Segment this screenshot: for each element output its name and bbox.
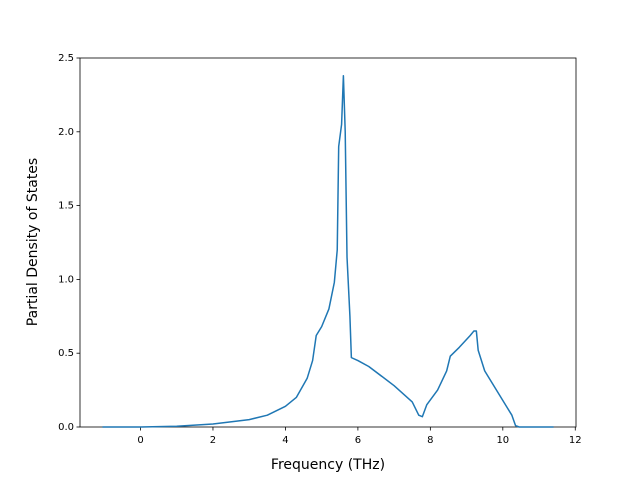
x-tick-label: 10 [496, 435, 509, 446]
y-tick-label: 1.5 [58, 201, 74, 212]
x-tick-label: 8 [427, 435, 433, 446]
x-axis-label: Frequency (THz) [271, 457, 385, 473]
x-tick-label: 12 [569, 435, 582, 446]
x-tick-label: 2 [210, 435, 216, 446]
x-tick-label: 6 [355, 435, 361, 446]
y-tick-label: 0.5 [58, 348, 74, 359]
y-tick-label: 0.0 [58, 422, 74, 433]
y-tick-label: 2.5 [58, 53, 74, 64]
y-tick-label: 2.0 [58, 127, 74, 138]
x-tick-label: 0 [137, 435, 143, 446]
y-tick-label: 1.0 [58, 274, 74, 285]
y-axis-label: Partial Density of States [25, 158, 41, 326]
x-tick-label: 4 [282, 435, 288, 446]
data-line [102, 74, 554, 428]
plot-frame [79, 57, 577, 428]
